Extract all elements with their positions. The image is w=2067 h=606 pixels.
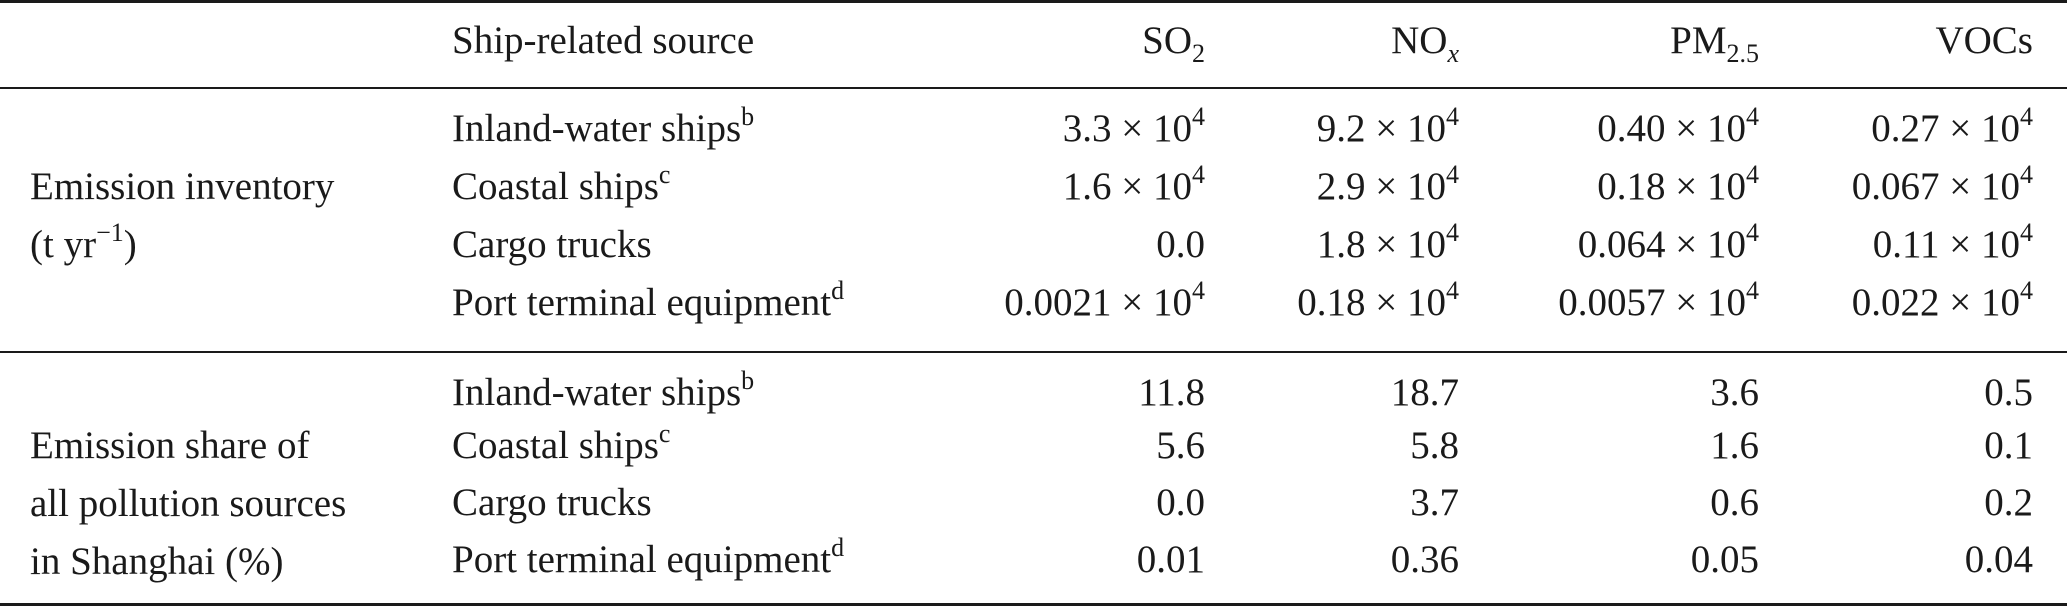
cell-value: 5.8 [1410,424,1459,467]
header-vocs: VOCs [1935,19,2033,62]
header-so2: SO2 [1142,19,1205,68]
row-source: Coastal shipsc [452,419,671,468]
cell-value: 0.6 [1710,481,1759,524]
header-nox: NOx [1391,19,1459,68]
cell-value: 0.064 × 104 [1577,218,1759,267]
header-rule [0,87,2067,89]
row-source: Inland-water shipsb [452,102,755,151]
cell-value: 0.18 × 104 [1297,276,1459,325]
table-top-rule [0,0,2067,3]
cell-value: 3.3 × 104 [1062,102,1205,151]
cell-value: 0.04 [1964,538,2033,581]
cell-value: 0.40 × 104 [1597,102,1759,151]
cell-value: 2.9 × 104 [1316,160,1459,209]
section-label: Emission inventory (t yr−1) [30,165,335,266]
row-source: Cargo trucks [452,481,652,524]
cell-value: 0.0021 × 104 [1004,276,1205,325]
row-source: Inland-water shipsb [452,366,755,415]
row-source: Coastal shipsc [452,160,671,209]
header-source: Ship-related source [452,19,755,62]
cell-value: 18.7 [1390,371,1459,414]
cell-value: 0.11 × 104 [1872,218,2033,267]
cell-value: 0.0057 × 104 [1558,276,1759,325]
header-pm25: PM2.5 [1670,19,1759,68]
cell-value: 11.8 [1138,371,1205,414]
cell-value: 0.5 [1984,371,2033,414]
cell-value: 0.27 × 104 [1871,102,2033,151]
cell-value: 0.067 × 104 [1851,160,2033,209]
cell-value: 0.0 [1156,481,1205,524]
cell-value: 9.2 × 104 [1316,102,1459,151]
cell-value: 1.6 × 104 [1062,160,1205,209]
cell-value: 0.05 [1690,538,1759,581]
row-source: Cargo trucks [452,223,652,266]
row-source: Port terminal equipmentd [452,276,845,325]
cell-value: 3.7 [1410,481,1459,524]
row-source: Port terminal equipmentd [452,533,845,582]
cell-value: 1.8 × 104 [1316,218,1459,267]
cell-value: 0.18 × 104 [1597,160,1759,209]
cell-value: 0.01 [1136,538,1205,581]
cell-value: 1.6 [1710,424,1759,467]
cell-value: 0.0 [1156,223,1205,266]
table-bottom-rule [0,603,2067,606]
cell-value: 0.022 × 104 [1851,276,2033,325]
section-rule [0,351,2067,353]
cell-value: 0.36 [1390,538,1459,581]
cell-value: 5.6 [1156,424,1205,467]
cell-value: 0.1 [1984,424,2033,467]
cell-value: 0.2 [1984,481,2033,524]
cell-value: 3.6 [1710,371,1759,414]
section-label: Emission share of all pollution sources … [30,424,347,583]
